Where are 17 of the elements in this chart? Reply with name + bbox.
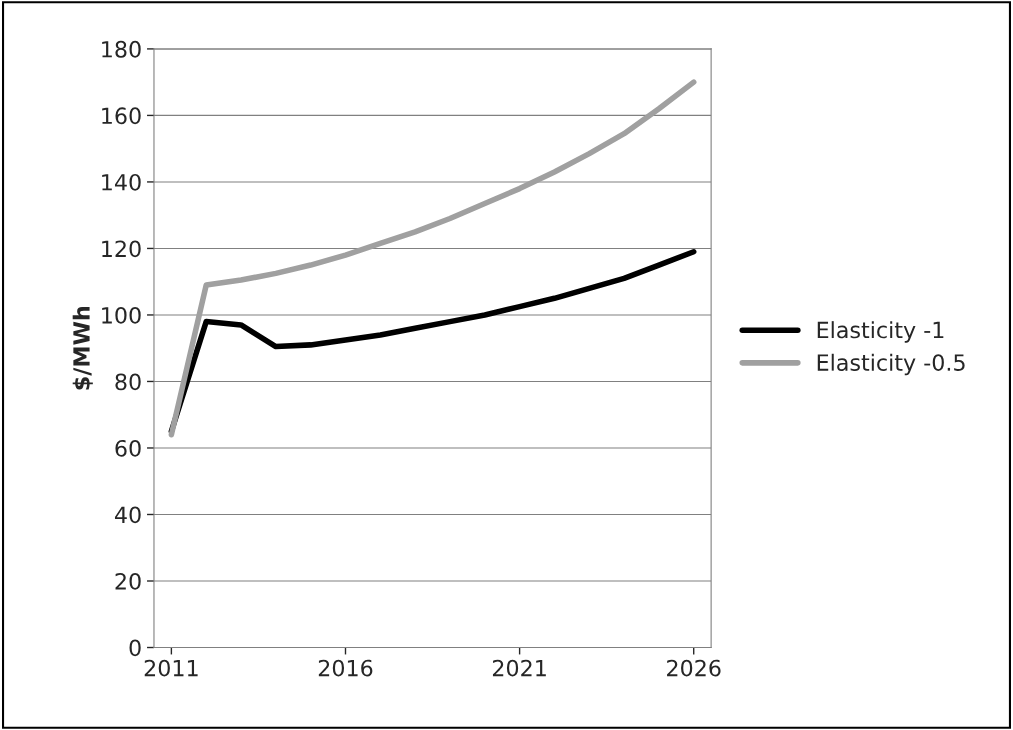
x-tick-label: 2021 bbox=[492, 659, 546, 677]
x-tick-label: 2026 bbox=[667, 659, 721, 677]
legend-label: Elasticity -0.5 bbox=[817, 353, 965, 376]
y-tick-label: 0 bbox=[129, 639, 141, 657]
y-axis-title: $/MWh bbox=[72, 306, 93, 390]
y-tick-label: 60 bbox=[115, 439, 141, 457]
x-tick-label: 2016 bbox=[318, 659, 373, 677]
y-tick-label: 120 bbox=[102, 240, 141, 258]
y-tick-label: 100 bbox=[102, 306, 141, 324]
y-tick-label: 40 bbox=[114, 506, 141, 524]
y-tick-label: 20 bbox=[115, 572, 141, 590]
x-tick-label: 2011 bbox=[144, 659, 198, 677]
y-tick-label: 140 bbox=[102, 173, 141, 191]
y-tick-label: 160 bbox=[102, 107, 141, 125]
y-tick-label: 80 bbox=[115, 373, 141, 391]
y-tick-label: 180 bbox=[102, 40, 141, 58]
legend-label: Elasticity -1 bbox=[817, 321, 944, 343]
